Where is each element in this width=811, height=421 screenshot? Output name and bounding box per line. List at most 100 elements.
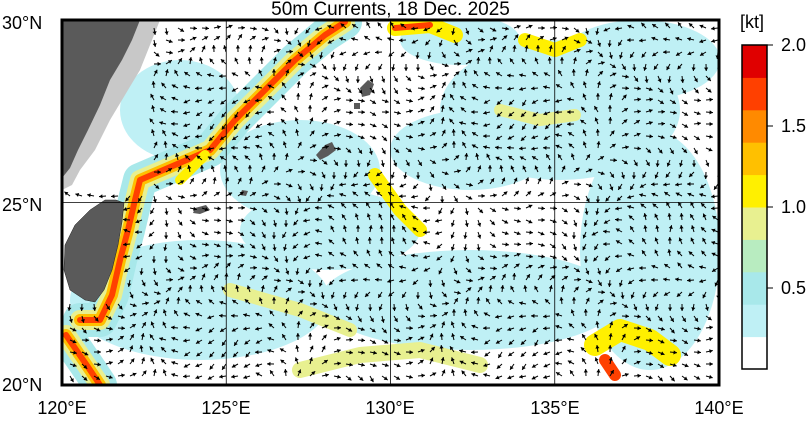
current-arrow (518, 314, 527, 319)
current-arrow (340, 202, 347, 209)
current-arrow (207, 339, 215, 345)
current-arrow (549, 177, 554, 185)
current-arrow (483, 99, 491, 104)
current-arrow (356, 159, 361, 167)
current-arrow (567, 360, 575, 365)
current-arrow (669, 338, 678, 343)
current-arrow (321, 359, 329, 365)
current-arrow (177, 219, 183, 226)
current-arrow (81, 327, 87, 334)
current-arrow (645, 87, 653, 92)
current-arrow (318, 279, 323, 287)
current-arrow (609, 291, 616, 298)
current-arrow (657, 315, 663, 322)
current-arrow (69, 339, 77, 344)
current-arrow (464, 207, 469, 215)
current-arrow (449, 118, 455, 125)
current-arrow (368, 147, 373, 155)
colorbar-cell (742, 77, 767, 111)
current-arrow (187, 165, 192, 173)
current-arrow (273, 285, 278, 293)
current-arrow (345, 375, 352, 381)
current-arrow (513, 177, 518, 185)
current-arrow (357, 315, 362, 323)
current-arrow (152, 39, 157, 47)
current-arrow (165, 39, 173, 44)
current-arrow (555, 98, 563, 103)
current-arrow (303, 243, 311, 248)
current-arrow (150, 321, 155, 329)
current-arrow (663, 191, 671, 197)
current-arrow (681, 99, 688, 105)
current-arrow (690, 225, 695, 233)
current-arrow (678, 171, 683, 179)
current-arrow (189, 36, 197, 41)
current-arrow (125, 195, 131, 202)
current-arrow (151, 255, 156, 264)
current-arrow (645, 350, 653, 355)
current-arrow (459, 360, 467, 365)
current-arrow (261, 180, 269, 185)
current-arrow (597, 279, 603, 287)
current-arrow (507, 327, 515, 332)
current-arrow (234, 57, 239, 65)
colorbar-cell (742, 142, 767, 176)
current-arrow (687, 37, 695, 42)
current-arrow (645, 134, 654, 139)
current-arrow (507, 86, 515, 91)
current-arrow (471, 131, 479, 137)
current-arrow (633, 109, 642, 114)
current-arrow (309, 72, 317, 77)
current-arrow (315, 27, 323, 32)
current-arrow (566, 109, 575, 115)
current-arrow (509, 58, 515, 65)
current-arrow (261, 36, 269, 41)
current-arrow (621, 345, 626, 353)
current-arrow (75, 192, 83, 197)
current-arrow (69, 363, 77, 368)
current-arrow (460, 106, 467, 113)
current-arrow (450, 321, 455, 329)
current-arrow (183, 71, 191, 77)
current-arrow (489, 275, 497, 281)
current-arrow (580, 106, 587, 113)
current-arrow (688, 291, 695, 297)
current-arrow (495, 375, 503, 380)
current-arrow (487, 164, 493, 173)
current-arrow (284, 255, 289, 263)
current-arrow (484, 339, 491, 345)
current-arrow (680, 75, 685, 84)
current-arrow (117, 347, 125, 353)
current-arrow (243, 326, 251, 331)
current-arrow (201, 45, 206, 53)
current-arrow (662, 50, 671, 55)
current-arrow (357, 135, 365, 140)
current-arrow (593, 105, 599, 113)
current-arrow (557, 69, 563, 77)
current-arrow (626, 37, 635, 43)
current-arrow (297, 310, 304, 317)
current-arrow (597, 290, 606, 295)
current-arrow (69, 350, 77, 355)
current-arrow (593, 255, 599, 262)
current-arrow (309, 81, 314, 89)
current-arrow (400, 51, 407, 58)
current-arrow (254, 98, 263, 103)
ryukyu-island-small (354, 103, 360, 109)
current-arrow (297, 62, 306, 67)
current-arrow (285, 49, 294, 54)
current-arrow (645, 159, 650, 167)
current-arrow (676, 250, 683, 257)
current-arrow (177, 207, 182, 215)
current-arrow (705, 374, 713, 379)
current-arrow (650, 182, 659, 187)
current-arrow (441, 311, 449, 317)
current-arrow (369, 87, 375, 94)
current-arrow (153, 61, 162, 66)
current-arrow (327, 39, 335, 44)
current-arrow (225, 192, 233, 197)
current-arrow (537, 35, 545, 41)
current-arrow (664, 22, 671, 29)
current-arrow (271, 68, 277, 77)
current-arrow (244, 339, 251, 345)
